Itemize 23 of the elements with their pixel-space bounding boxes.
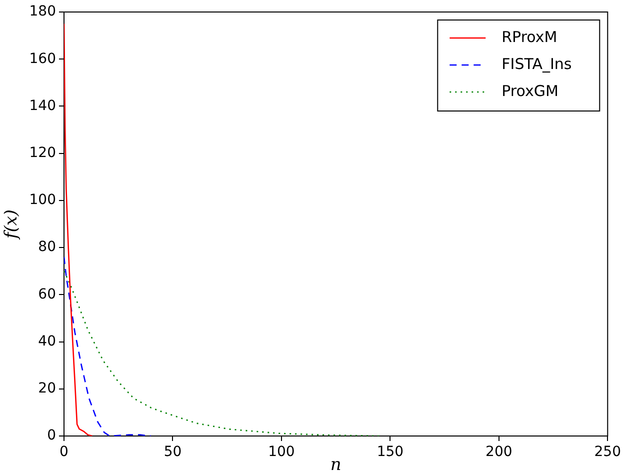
y-tick-label: 140 [29, 98, 56, 114]
y-tick-label: 80 [38, 239, 56, 256]
line-series [64, 256, 152, 436]
legend-label: RProxM [502, 28, 558, 46]
x-axis-title: n [330, 455, 342, 476]
x-tick-label: 0 [60, 444, 68, 460]
line-series [64, 270, 380, 436]
y-axis-title: f(x) [2, 209, 22, 241]
x-tick-label: 100 [268, 444, 295, 460]
y-tick-label: 120 [29, 144, 56, 161]
y-tick-label: 60 [38, 286, 56, 302]
x-tick-label: 250 [594, 444, 622, 460]
x-tick-label: 150 [376, 444, 404, 460]
legend-label: FISTA_Ins [502, 54, 572, 73]
y-tick-label: 180 [29, 4, 56, 20]
legend-label: ProxGM [502, 82, 558, 100]
x-tick-label: 50 [164, 444, 182, 460]
y-tick-label: 40 [38, 333, 56, 350]
x-tick-label: 200 [486, 444, 512, 460]
y-tick-label: 160 [29, 50, 56, 67]
y-tick-label: 20 [38, 380, 56, 397]
y-tick-label: 0 [47, 428, 56, 444]
y-tick-label: 100 [29, 192, 56, 208]
